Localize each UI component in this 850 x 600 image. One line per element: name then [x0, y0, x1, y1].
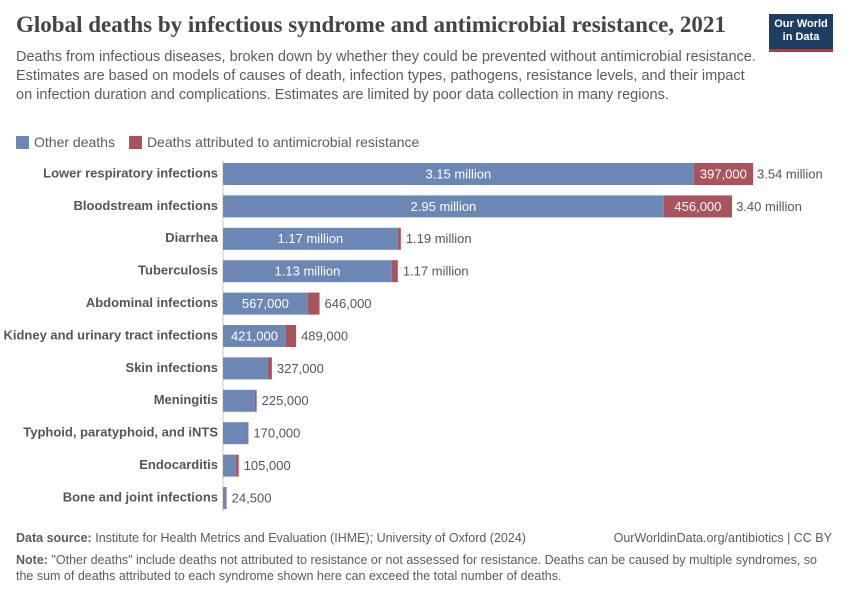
url[interactable]: OurWorldinData.org/antibiotics | CC BY [613, 531, 832, 545]
bar-segment [223, 357, 268, 380]
bar-segment [285, 325, 297, 347]
chart-subtitle: Deaths from infectious diseases, broken … [16, 49, 756, 103]
bar-segment [247, 422, 249, 445]
value-label: 456,000 [674, 199, 721, 214]
legend-item[interactable]: Other deaths [16, 134, 115, 150]
legend-label: Other deaths [34, 134, 115, 150]
total-label: 327,000 [277, 361, 324, 376]
value-label: 2.95 million [411, 199, 477, 214]
logo-line: in Data [782, 31, 820, 43]
bar-segment [307, 292, 320, 315]
category-label: Kidney and urinary tract infections [3, 327, 218, 342]
category-label: Typhoid, paratyphoid, and iNTS [23, 425, 218, 440]
legend-swatch [128, 136, 142, 149]
category-label: Abdominal infections [86, 295, 218, 310]
note: Note: "Other deaths" include deaths not … [16, 552, 831, 584]
legend: Other deaths Deaths attributed to antimic… [16, 134, 419, 150]
category-label: Diarrhea [165, 230, 219, 245]
chart-title: Global deaths by infectious syndrome and… [16, 12, 726, 37]
total-label: 646,000 [325, 296, 372, 311]
source-text: Institute for Health Metrics and Evaluat… [95, 531, 526, 545]
bar-segment [223, 325, 286, 347]
bar-segment [693, 163, 754, 185]
legend-swatch [16, 136, 29, 149]
bar-segment [235, 454, 239, 477]
value-label: 397,000 [700, 166, 747, 181]
value-label: 1.17 million [278, 231, 344, 246]
bar-segment [254, 389, 257, 412]
total-label: 1.19 million [406, 231, 472, 246]
total-label: 170,000 [253, 426, 300, 441]
bar-segment [223, 227, 398, 250]
bar-segment [223, 260, 392, 283]
legend-item[interactable]: Deaths attributed to antimicrobial resis… [128, 134, 420, 150]
bar-segment [223, 454, 236, 477]
bar-segment [223, 292, 308, 315]
category-label: Meningitis [154, 392, 218, 407]
total-label: 1.17 million [403, 264, 469, 279]
logo[interactable]: Our World in Data [769, 14, 833, 52]
note-text: "Other deaths" include deaths not attrib… [16, 553, 817, 583]
category-label: Bone and joint infections [63, 489, 218, 504]
total-label: 105,000 [244, 458, 291, 473]
bar-segment [223, 389, 255, 412]
total-label: 24,500 [232, 490, 272, 505]
value-label: 567,000 [242, 296, 289, 311]
total-label: 3.40 million [736, 199, 802, 214]
bar-segment [223, 163, 694, 185]
category-label: Endocarditis [139, 457, 218, 472]
bar-segment [223, 487, 227, 509]
category-label: Skin infections [126, 360, 218, 375]
source-label: Data source: [16, 531, 92, 545]
category-label: Bloodstream infections [74, 198, 218, 213]
bar-segment [663, 195, 732, 218]
total-label: 3.54 million [757, 166, 823, 181]
category-label: Lower respiratory infections [43, 165, 218, 180]
logo-line: Our World [774, 18, 828, 30]
bar-segment [267, 357, 272, 380]
total-label: 489,000 [301, 328, 348, 343]
legend-label: Deaths attributed to antimicrobial resis… [146, 134, 420, 150]
value-label: 1.13 million [275, 264, 341, 279]
category-label: Tuberculosis [138, 263, 218, 278]
bar-segment [397, 227, 401, 250]
note-label: Note: [16, 553, 48, 567]
source: Data source: Institute for Health Metric… [16, 531, 526, 545]
bar-segment [223, 422, 248, 445]
bar-segment [223, 195, 664, 218]
total-label: 225,000 [262, 393, 309, 408]
value-label: 421,000 [231, 328, 278, 343]
value-label: 3.15 million [425, 166, 491, 181]
bar-segment [391, 260, 398, 283]
